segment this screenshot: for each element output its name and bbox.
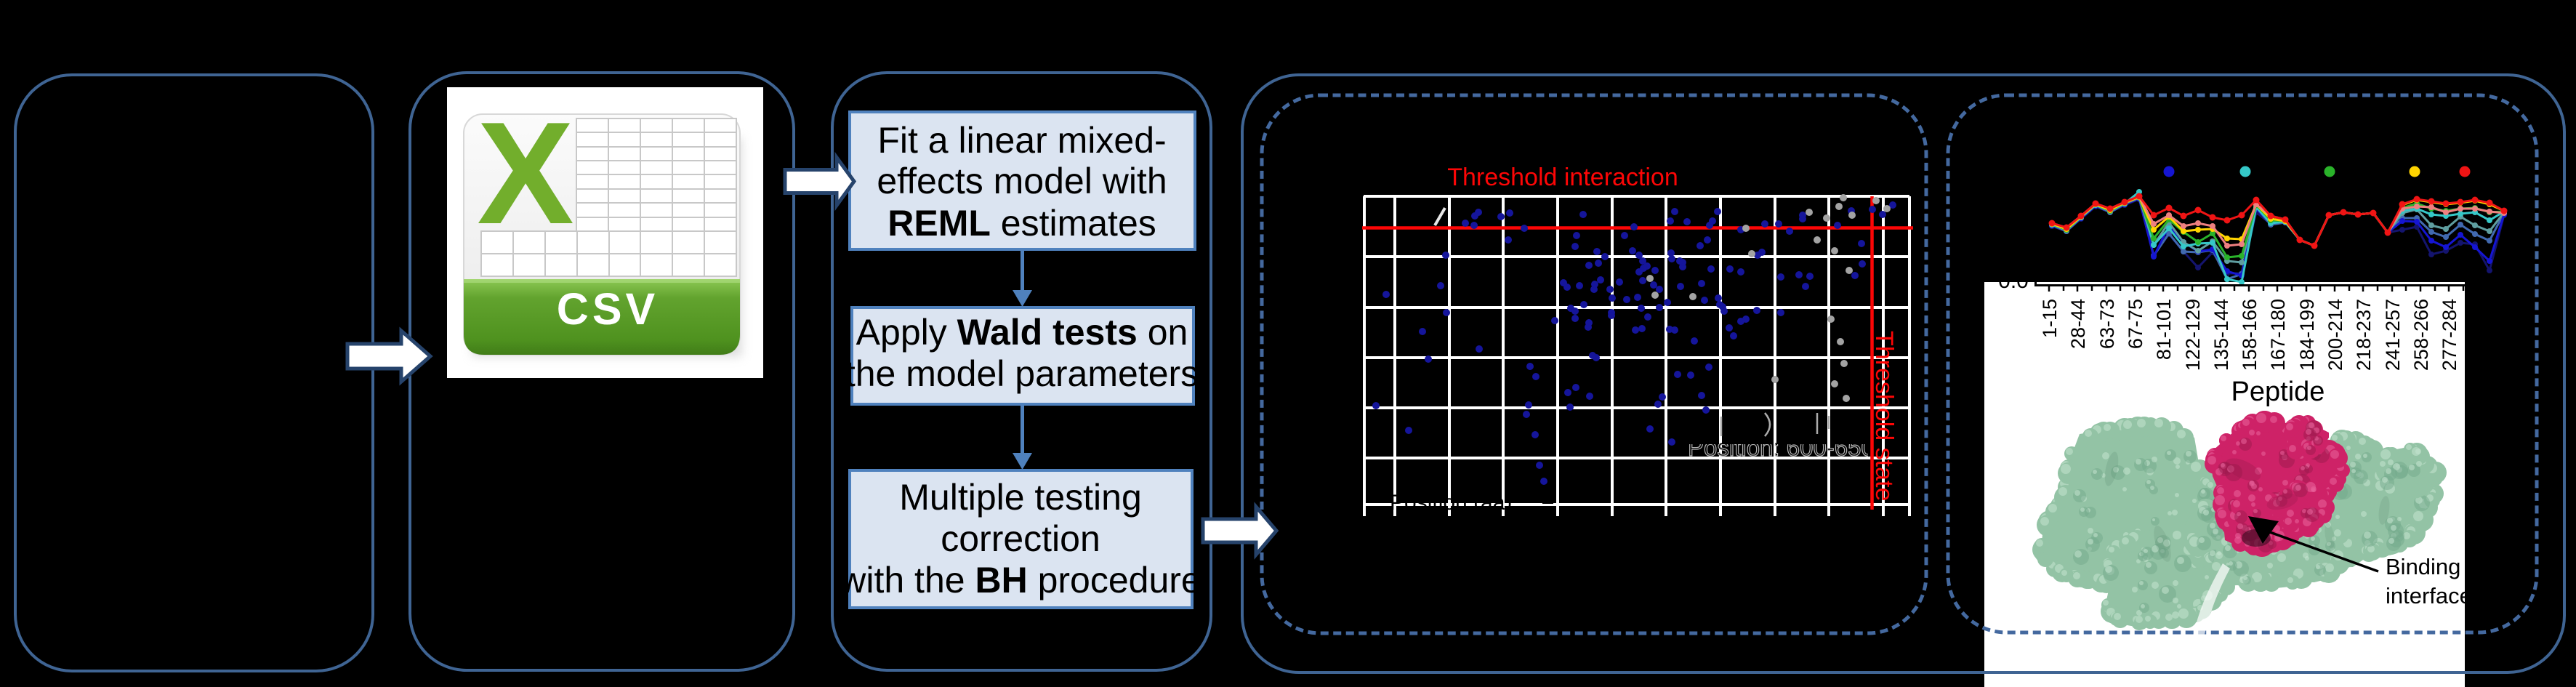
svg-text:277-284: 277-284 [2439,299,2460,371]
svg-text:218-237: 218-237 [2353,299,2375,371]
svg-text:X: X [477,92,573,254]
svg-text:CSV: CSV [557,284,659,334]
svg-text:interface: interface [2386,583,2472,608]
svg-text:67-75: 67-75 [2125,299,2146,349]
svg-text:63-73: 63-73 [2096,299,2118,349]
svg-text:158-166: 158-166 [2239,299,2261,371]
svg-text:Binding: Binding [2386,554,2460,579]
svg-text:correction: correction [941,518,1100,559]
svg-text:184-199: 184-199 [2296,299,2318,371]
svg-text:Threshold interaction: Threshold interaction [1447,164,1678,191]
svg-text:Threshold state: Threshold state [1870,331,1898,501]
svg-text:Multiple testing: Multiple testing [899,477,1142,518]
svg-text:1-15: 1-15 [2039,299,2061,338]
svg-text:Position (aa): Position (aa) [1390,491,1512,515]
svg-text:effects model with: effects model with [877,161,1167,201]
svg-text:258-266: 258-266 [2410,299,2432,371]
svg-text:the model parameters: the model parameters [845,353,1199,394]
svg-text:Apply Wald tests on: Apply Wald tests on [856,312,1188,353]
svg-text:Fit a linear mixed-: Fit a linear mixed- [877,120,1166,161]
svg-text:Position: 600-650: Position: 600-650 [1688,434,1875,461]
svg-text:122-129: 122-129 [2182,299,2204,371]
svg-text:0.0: 0.0 [1998,269,2029,293]
svg-text:81-101: 81-101 [2153,299,2175,360]
svg-text:167-180: 167-180 [2267,299,2289,371]
svg-text:REML estimates: REML estimates [887,203,1156,244]
svg-text:28-44: 28-44 [2067,299,2089,349]
svg-text:135-144: 135-144 [2210,299,2232,371]
svg-text:Peptide: Peptide [2231,377,2325,407]
svg-text:with the BH procedure: with the BH procedure [839,560,1201,600]
svg-text:200-214: 200-214 [2325,299,2346,371]
svg-text:Position: 600-650: Position: 600-650 [1688,434,1875,461]
svg-text:241-257: 241-257 [2382,299,2404,371]
